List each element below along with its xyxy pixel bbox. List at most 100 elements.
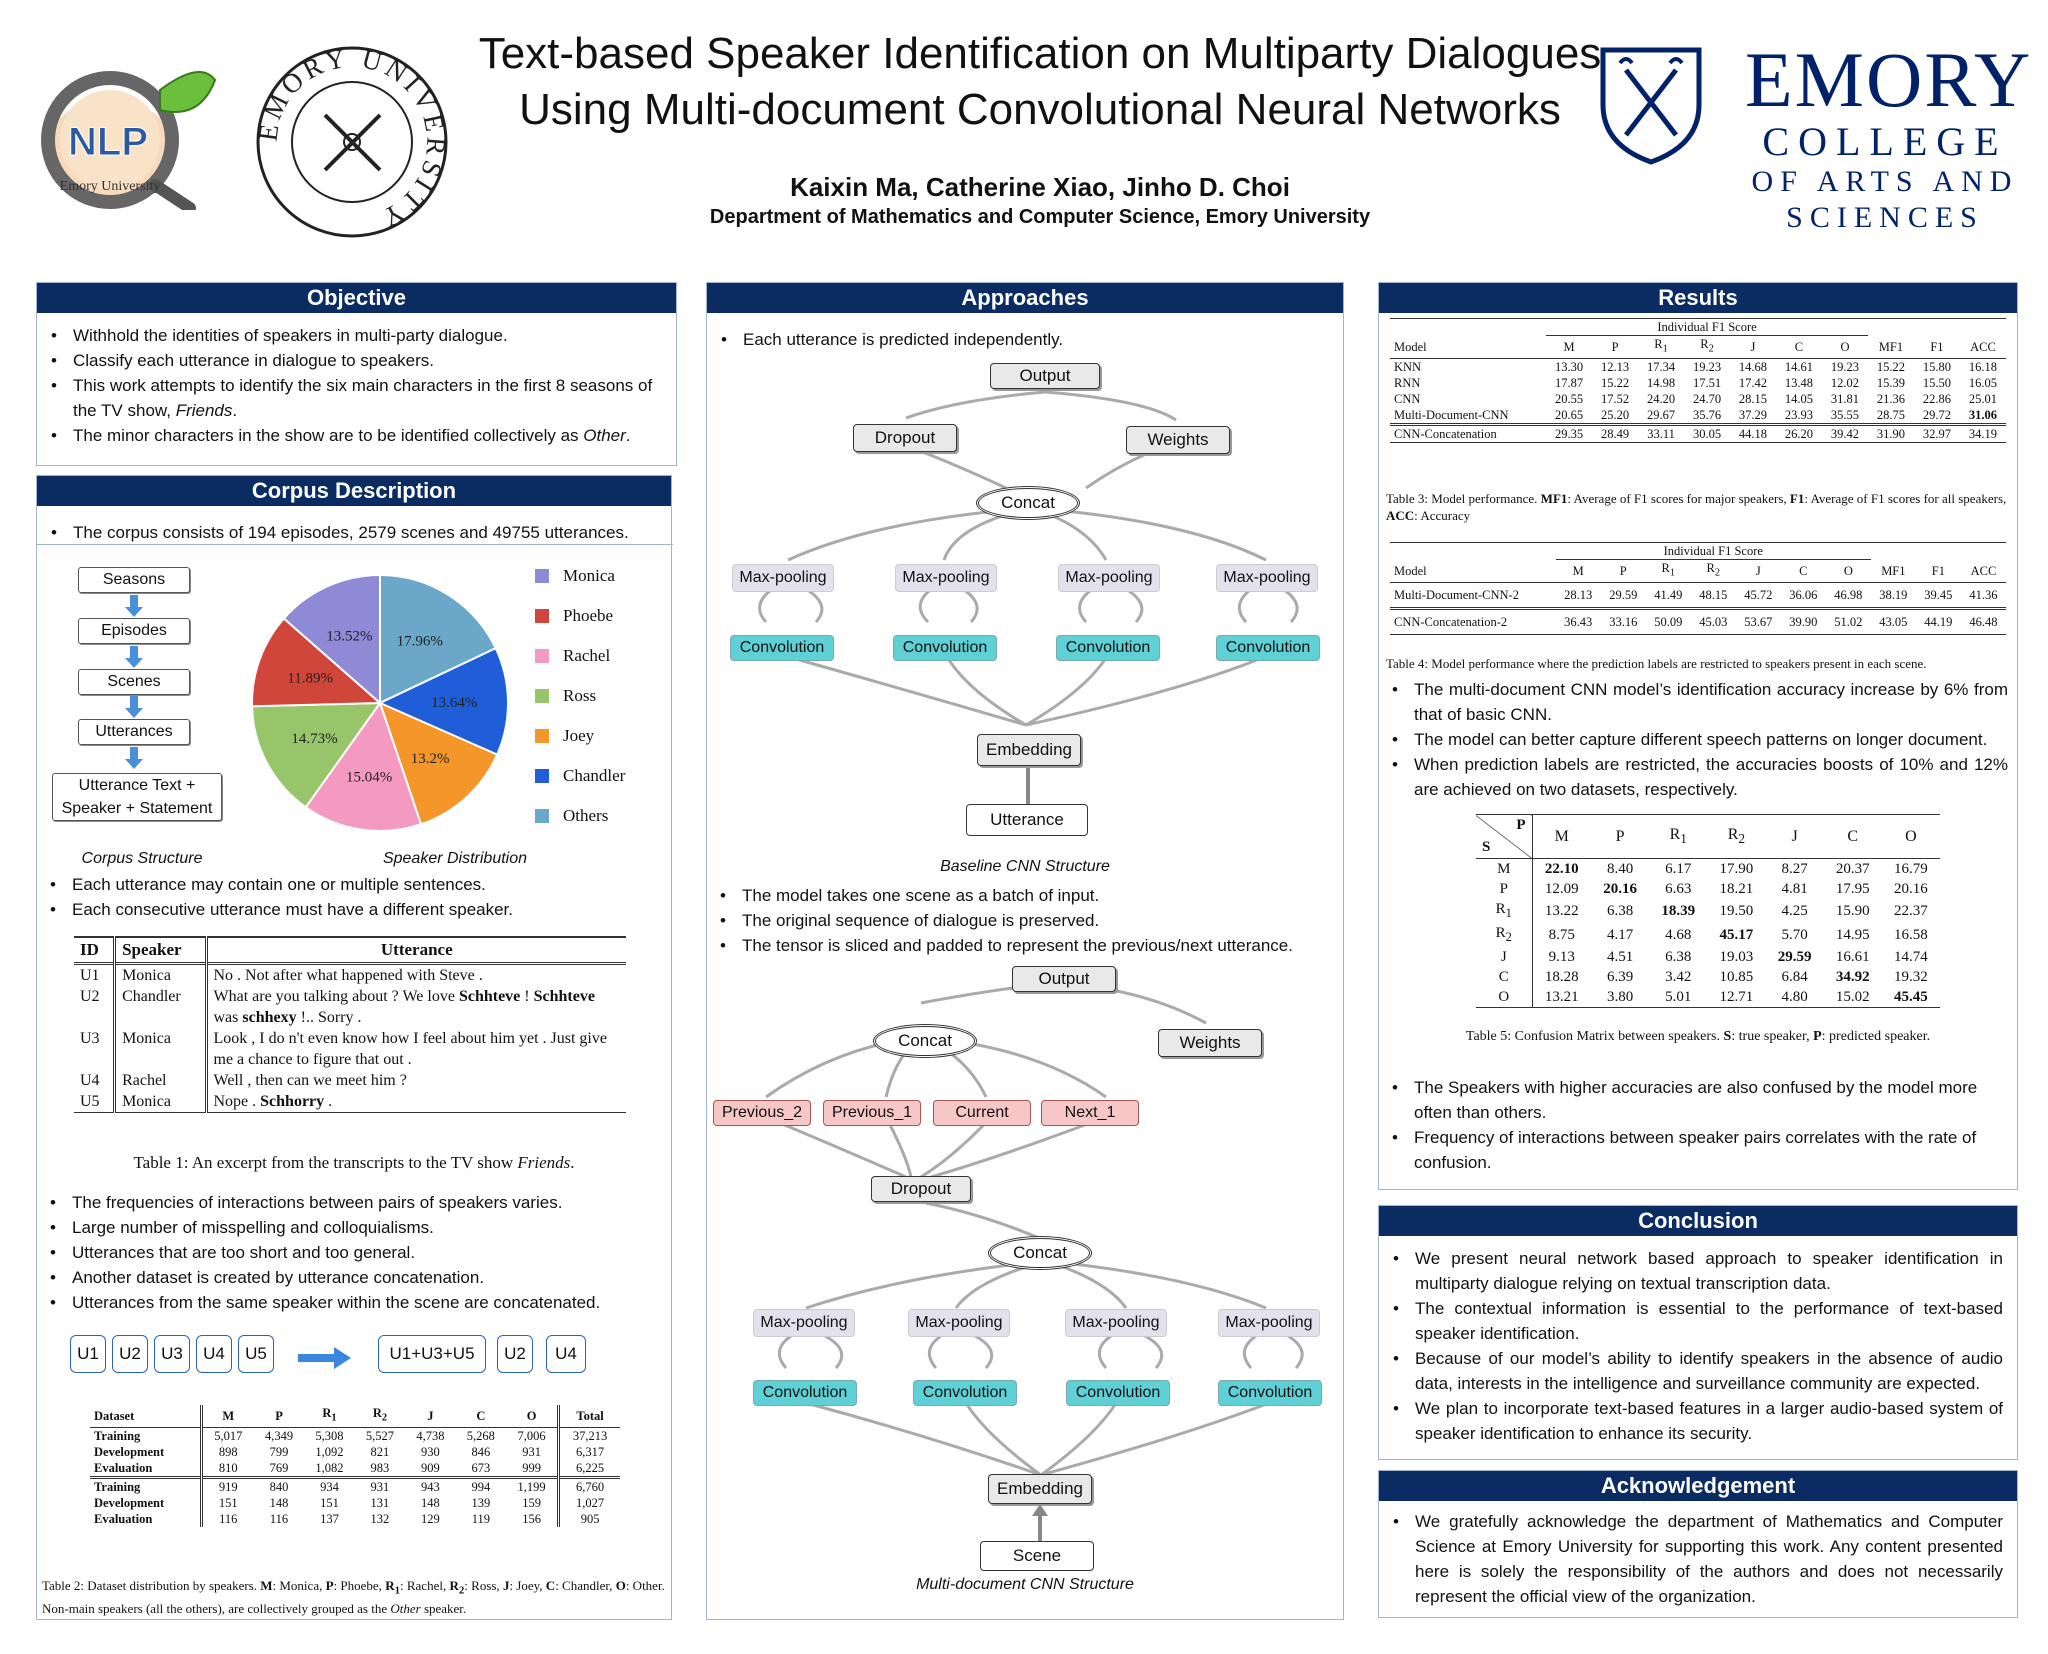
table-cell: Training: [90, 1477, 203, 1495]
table-row: U3 Monica Look , I do n't even know how I …: [74, 1028, 626, 1070]
table-cell: 3.80: [1606, 989, 1634, 1005]
utterance-box: U5: [238, 1335, 274, 1373]
multi-scene: Scene: [980, 1541, 1094, 1571]
table-cell: CNN-Concatenation: [1394, 426, 1497, 441]
corpus-item: Each consecutive utterance must have a d…: [36, 897, 666, 922]
table-cell: 24.70: [1692, 391, 1722, 406]
table-cell: 846: [471, 1444, 491, 1459]
table-cell: 17.34: [1646, 359, 1676, 374]
dataset-table: Dataset M P R1 R2 J C O Total Training 5,017 4,349…: [90, 1405, 620, 1527]
table-cell: 156: [506, 1510, 561, 1527]
table-cell: 35.55: [1830, 407, 1860, 422]
table-row: Evaluation 810 769 1,082 983 909 673 999 6,225: [90, 1459, 620, 1477]
slice-next-1: Next_1: [1041, 1100, 1139, 1126]
conclusion-item: We present neural network based approach…: [1379, 1246, 2003, 1296]
table-cell: Monica: [114, 1028, 208, 1070]
table-cell: Development: [90, 1494, 203, 1511]
table-header: C: [1794, 339, 1804, 354]
table-header: R2: [1727, 825, 1746, 847]
table-cell: 909: [421, 1460, 440, 1475]
multi-concat: Concat: [873, 1024, 977, 1058]
table-cell: 46.98: [1834, 587, 1863, 602]
table-cell: 17.42: [1738, 375, 1768, 390]
table-cell: 999: [506, 1459, 561, 1477]
table-cell: 20.16: [1894, 881, 1928, 897]
right-arrow-icon: [298, 1347, 351, 1369]
table-cell: 15.90: [1835, 903, 1870, 919]
legend-swatch: [535, 809, 549, 823]
table-cell: 930: [421, 1444, 440, 1459]
table-cell: 25.20: [1600, 407, 1630, 422]
pie-slice-chandler: [377, 646, 509, 756]
table-cell: 810: [218, 1460, 238, 1475]
table-cell: 6.39: [1606, 969, 1634, 985]
table-cell: 41.36: [1969, 587, 1998, 602]
table-cell: 119: [471, 1511, 490, 1526]
table-cell: 148: [421, 1495, 440, 1510]
table-row: M 22.10 8.40 6.17 17.90 8.27 20.37 16.79: [1476, 858, 1940, 879]
table-cell: 17.52: [1600, 391, 1630, 406]
objective-panel: Objective Withhold the identities of spe…: [36, 282, 677, 466]
approaches-item: Each utterance is predicted independentl…: [707, 327, 1343, 352]
table-row: Training 919 840 934 931 943 994 1,199 6,760: [90, 1477, 620, 1495]
legend-label: Joey: [563, 726, 595, 745]
table3: Individual F1 Score Model M P R1 R2 J C O MF1 F1 A…: [1390, 318, 2006, 443]
excerpt-header-utterance: Utterance: [380, 940, 453, 959]
table-cell: 31.90: [1876, 426, 1905, 441]
table-cell: 32.97: [1922, 426, 1951, 441]
pie-slice-ross: [251, 701, 382, 809]
table-cell: 151: [218, 1495, 238, 1510]
table-cell: 14.61: [1784, 359, 1814, 374]
table-cell: 898: [218, 1444, 238, 1459]
table-row: Evaluation 116 116 137 132 129 119 156 905: [90, 1510, 620, 1527]
multi-convolution: Convolution: [1218, 1380, 1322, 1406]
table-cell: 43.05: [1879, 614, 1908, 629]
multi-maxpool: Max-pooling: [908, 1309, 1010, 1337]
table-cell: 29.35: [1554, 426, 1584, 441]
conclusion-item: We plan to incorporate text-based featur…: [1379, 1396, 2003, 1446]
legend-item-monica: Monica: [535, 556, 625, 596]
multi-output: Output: [1012, 966, 1116, 992]
multi-convolution: Convolution: [913, 1380, 1017, 1406]
table-cell: 15.02: [1835, 989, 1870, 1005]
table-cell: 15.39: [1876, 375, 1905, 390]
authors: Kaixin Ma, Catherine Xiao, Jinho D. Choi: [790, 172, 1290, 202]
table-row: Development 898 799 1,092 821 930 846 931 6,317: [90, 1443, 620, 1460]
table-cell: 33.11: [1647, 426, 1675, 441]
table-cell: 131: [370, 1495, 390, 1510]
corpus-item: Utterances from the same speaker within …: [36, 1290, 666, 1315]
table-row: RNN 17.87 15.22 14.98 17.51 17.42 13.48 12.02 15…: [1390, 375, 2006, 391]
table-header: Dataset: [90, 1405, 203, 1427]
table-cell: 6,760: [576, 1479, 605, 1494]
table-cell: 129: [421, 1511, 440, 1526]
baseline-maxpool: Max-pooling: [1058, 564, 1160, 592]
table-cell: 38.19: [1879, 587, 1908, 602]
table-cell: 943: [421, 1479, 440, 1494]
results-item: When prediction labels are restricted, t…: [1378, 752, 2008, 802]
table-row: Development 151 148 151 131 148 139 159 1,027: [90, 1494, 620, 1511]
table-cell: 5,308: [315, 1428, 344, 1443]
table-cell: 29.59: [1609, 587, 1638, 602]
legend-swatch: [535, 769, 549, 783]
results-bullets-1: The multi-document CNN model’s identific…: [1378, 677, 2008, 802]
table-cell: 12.71: [1719, 989, 1754, 1005]
table-cell: 17.87: [1554, 375, 1584, 390]
poster-title: Text-based Speaker Identification on Mul…: [460, 26, 1620, 138]
table-cell: 29.67: [1646, 407, 1676, 422]
table-cell: 6.38: [1606, 903, 1634, 919]
table-cell: 151: [320, 1495, 339, 1510]
legend-swatch: [535, 609, 549, 623]
legend-swatch: [535, 649, 549, 663]
baseline-utterance: Utterance: [966, 804, 1088, 836]
table-row: O 13.21 3.80 5.01 12.71 4.80 15.02 45.45: [1476, 987, 1940, 1008]
table2-caption: Table 2: Dataset distribution by speaker…: [42, 1578, 665, 1616]
table-cell: 53.67: [1744, 614, 1773, 629]
corpus-item: Utterances that are too short and too ge…: [36, 1240, 666, 1265]
table-row: CNN-Concatenation 29.35 28.49 33.11 30.05 44.…: [1390, 424, 2006, 442]
table-cell: 23.93: [1784, 407, 1814, 422]
table-cell: 15.22: [1876, 359, 1905, 374]
table-cell: Training: [90, 1427, 203, 1444]
table-row: P 12.09 20.16 6.63 18.21 4.81 17.95 20.16: [1476, 879, 1940, 899]
table-cell: 6.84: [1781, 969, 1808, 985]
table-row: R1 13.22 6.38 18.39 19.50 4.25 15.90 22.37: [1476, 899, 1940, 923]
